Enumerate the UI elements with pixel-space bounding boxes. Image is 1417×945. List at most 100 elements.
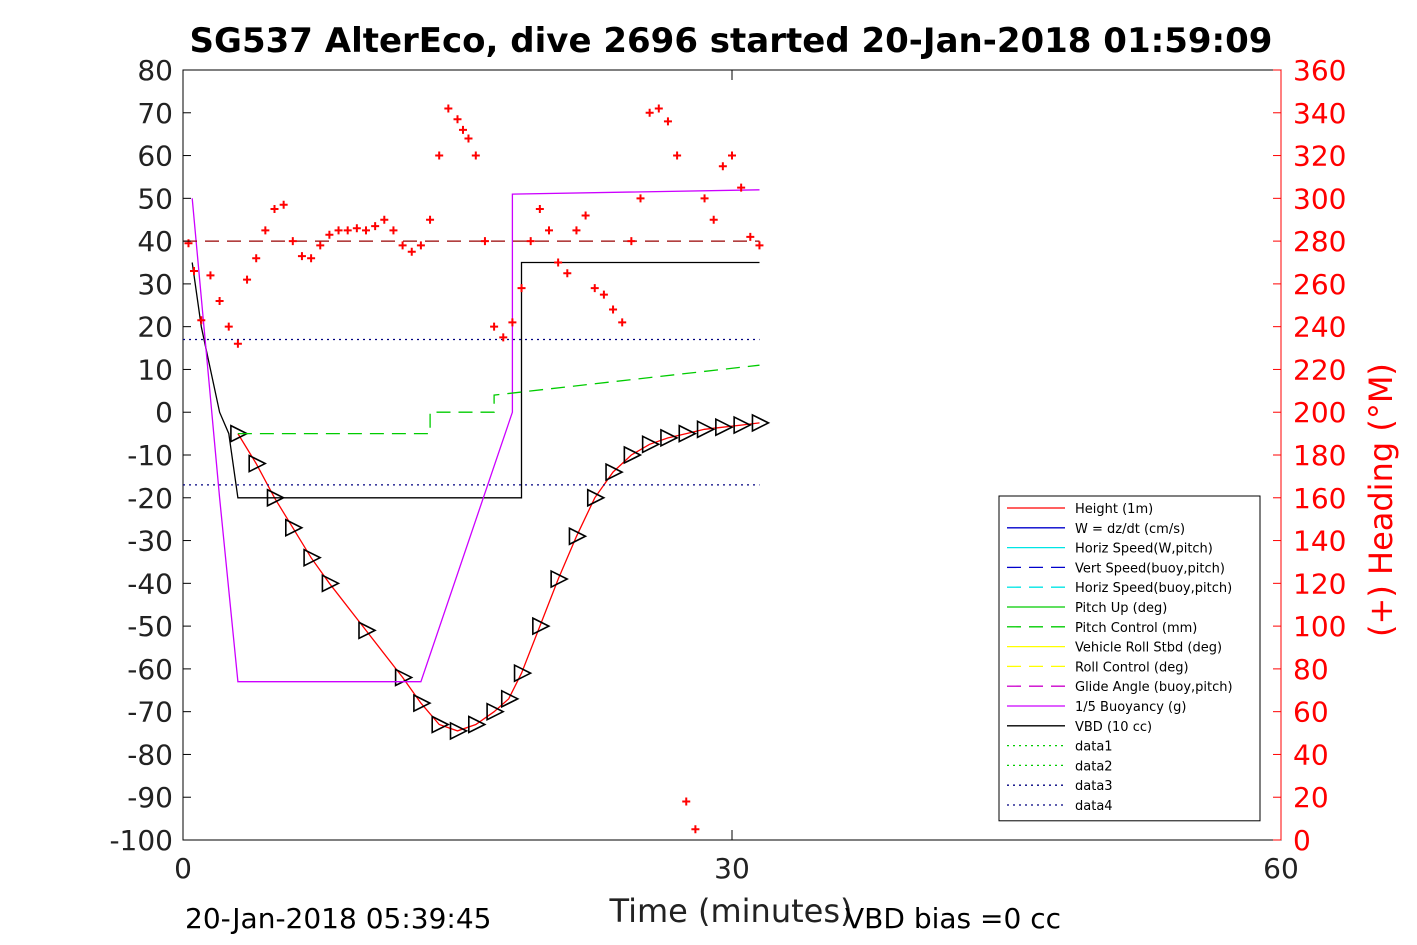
heading-points-layer	[184, 104, 764, 834]
legend: Height (1m) W = dz/dt (cm/s) Horiz Speed(W…	[998, 495, 1261, 822]
heading-point	[673, 151, 682, 160]
legend-label: data1	[1075, 740, 1113, 755]
heading-point	[526, 237, 535, 246]
heading-point	[572, 226, 581, 235]
heading-point	[426, 215, 435, 224]
heading-point	[490, 322, 499, 331]
heading-point	[581, 211, 590, 220]
vbd-bias-label: VBD bias =0 cc	[845, 902, 1061, 935]
heading-point	[545, 226, 553, 235]
legend-label: Horiz Speed(W,pitch)	[1075, 542, 1213, 557]
depth-marker	[532, 616, 551, 636]
heading-point	[471, 151, 480, 160]
depth-marker	[358, 621, 377, 640]
y-right-tick-label: 260	[1293, 268, 1346, 301]
depth-marker	[303, 548, 322, 567]
y-tick-label: -70	[127, 696, 173, 729]
y-right-tick-label: 200	[1293, 396, 1346, 429]
y-axis-label-right: (+) Heading (°M)	[1362, 363, 1400, 637]
legend-label: data3	[1075, 779, 1113, 794]
legend-label: Vehicle Roll Stbd (deg)	[1075, 641, 1222, 656]
depth-marker	[623, 445, 643, 465]
heading-point	[297, 252, 306, 261]
axes-layer: 80706050403020100-10-20-30-40-50-60-70-8…	[109, 54, 1346, 885]
x-tick-label: 60	[1263, 852, 1299, 885]
heading-point	[444, 104, 453, 113]
depth-marker	[431, 715, 450, 734]
heading-point	[618, 318, 627, 327]
heading-point	[563, 269, 572, 278]
depth-marker	[751, 413, 771, 433]
y-tick-label: 70	[137, 97, 173, 130]
legend-label: Roll Control (deg)	[1075, 660, 1189, 675]
legend-label: Glide Angle (buoy,pitch)	[1075, 680, 1233, 695]
heading-point	[709, 215, 718, 224]
heading-point	[316, 241, 325, 250]
heading-point	[270, 205, 279, 214]
depth-marker	[467, 715, 487, 734]
heading-point	[435, 151, 444, 160]
y-right-tick-label: 320	[1293, 140, 1346, 173]
depth-marker	[500, 689, 520, 709]
depth-marker	[586, 488, 606, 508]
legend-box	[998, 495, 1261, 822]
y-right-tick-label: 160	[1293, 482, 1346, 515]
y-tick-label: -80	[127, 738, 173, 771]
heading-point	[325, 230, 334, 239]
y-tick-label: -90	[127, 781, 173, 814]
heading-point	[654, 104, 663, 113]
heading-point	[261, 226, 270, 235]
chart-title: SG537 AlterEco, dive 2696 started 20-Jan…	[190, 21, 1273, 61]
heading-point	[480, 237, 489, 246]
depth-marker	[513, 663, 533, 683]
heading-point	[682, 797, 691, 806]
heading-point	[371, 222, 380, 231]
heading-point	[389, 226, 398, 235]
y-right-tick-label: 360	[1293, 54, 1346, 87]
y-right-tick-label: 60	[1293, 696, 1329, 729]
heading-point	[224, 322, 233, 331]
heading-point	[535, 205, 544, 214]
heading-point	[609, 305, 618, 314]
x-tick-label: 30	[714, 852, 750, 885]
y-right-tick-label: 240	[1293, 311, 1346, 344]
y-tick-label: -40	[127, 567, 173, 600]
y-tick-label: 20	[137, 311, 173, 344]
heading-point	[700, 194, 709, 203]
heading-point	[215, 297, 224, 305]
legend-label: data4	[1075, 799, 1113, 814]
heading-point	[554, 258, 563, 267]
heading-point	[407, 247, 416, 256]
x-axis-label: Time (minutes)	[609, 892, 853, 930]
y-tick-label: -60	[127, 653, 173, 686]
heading-point	[233, 339, 242, 348]
depth-marker	[449, 721, 469, 741]
heading-point	[636, 194, 645, 203]
legend-label: Vert Speed(buoy,pitch)	[1075, 561, 1225, 576]
heading-point	[737, 183, 746, 192]
heading-point	[599, 290, 608, 299]
y-tick-label: 60	[137, 140, 173, 173]
y-tick-label: -100	[109, 824, 173, 857]
heading-point	[464, 134, 473, 143]
y-right-tick-label: 340	[1293, 97, 1346, 130]
y-tick-label: 40	[137, 225, 173, 258]
y-right-tick-label: 80	[1293, 653, 1329, 686]
legend-label: Pitch Up (deg)	[1075, 601, 1167, 616]
legend-label: data2	[1075, 759, 1113, 774]
y-right-tick-label: 40	[1293, 738, 1329, 771]
heading-point	[458, 125, 467, 134]
y-right-tick-label: 280	[1293, 225, 1346, 258]
depth-marker	[550, 569, 569, 589]
depth-marker	[605, 462, 624, 482]
heading-point	[279, 200, 288, 209]
heading-point	[398, 241, 407, 250]
legend-label: W = dz/dt (cm/s)	[1075, 522, 1185, 537]
heading-point	[307, 254, 316, 263]
depth-marker	[413, 693, 432, 713]
series-line-depth	[237, 422, 760, 732]
heading-point	[728, 151, 736, 160]
series-line-pitch_control	[237, 364, 760, 435]
heading-point	[718, 162, 727, 171]
